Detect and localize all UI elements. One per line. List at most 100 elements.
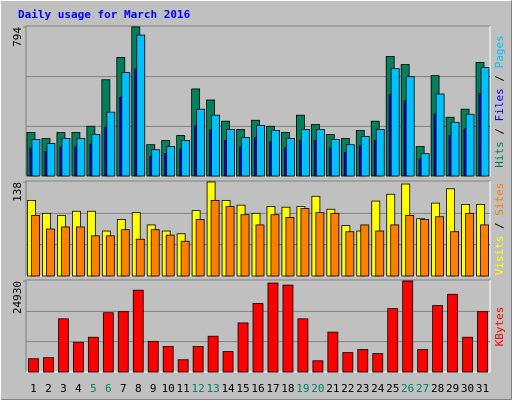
bar	[450, 121, 460, 177]
legend-separator: /	[493, 121, 506, 141]
bar	[28, 358, 39, 373]
bar	[435, 216, 445, 277]
bar	[270, 214, 280, 277]
bar	[387, 308, 399, 373]
bar	[315, 212, 325, 277]
bar	[61, 226, 70, 277]
bar	[46, 143, 56, 177]
bar	[147, 340, 159, 373]
x-tick-label: 19	[296, 382, 309, 395]
bar	[241, 137, 250, 177]
bar	[46, 228, 55, 277]
bar	[177, 359, 189, 373]
bar	[58, 318, 69, 373]
legend-entry: Hits	[493, 141, 506, 168]
legend-entry: KBytes	[493, 307, 506, 347]
x-tick-label: 20	[311, 382, 324, 395]
bar	[61, 138, 71, 177]
bar	[285, 217, 295, 277]
bar	[136, 34, 146, 177]
bar	[150, 229, 160, 277]
bar	[360, 224, 370, 277]
legend-entry: Visits	[493, 236, 506, 276]
x-tick-label: 17	[266, 382, 279, 395]
bar	[181, 140, 191, 177]
bar	[256, 124, 265, 177]
bar	[375, 129, 385, 177]
bar	[420, 153, 430, 177]
x-tick-label: 21	[326, 382, 339, 395]
bar	[465, 212, 474, 277]
bar	[162, 346, 174, 373]
x-tick-label: 1	[30, 382, 37, 395]
bar	[327, 331, 339, 373]
x-tick-label: 22	[341, 382, 354, 395]
bar	[90, 235, 100, 277]
bar	[357, 349, 369, 373]
bar	[91, 134, 101, 177]
bar	[480, 224, 489, 277]
bar	[192, 346, 204, 373]
x-tick-label: 13	[206, 382, 219, 395]
bar	[207, 335, 219, 373]
bar	[417, 349, 429, 373]
x-tick-label: 26	[401, 382, 414, 395]
x-tick-label: 27	[416, 382, 429, 395]
bar	[300, 208, 310, 277]
x-tick-label: 2	[45, 382, 52, 395]
bar	[330, 212, 340, 277]
bar	[435, 93, 445, 177]
x-tick-label: 23	[356, 382, 369, 395]
bar	[180, 240, 190, 277]
x-tick-label: 31	[476, 382, 489, 395]
bar	[87, 336, 99, 373]
legend-entry: Files	[493, 88, 506, 121]
bar	[43, 357, 54, 373]
bar	[196, 108, 206, 177]
bar	[465, 113, 475, 177]
chart-title: Daily usage for March 2016	[18, 8, 191, 21]
bar	[210, 199, 220, 277]
bar	[405, 76, 415, 177]
bar	[132, 289, 144, 373]
x-tick-label: 15	[236, 382, 249, 395]
bar	[226, 129, 235, 177]
legend-entry: Sites	[493, 183, 506, 216]
bar	[477, 311, 488, 373]
bar	[106, 111, 116, 177]
x-tick-label: 14	[221, 382, 235, 395]
bar	[286, 138, 295, 177]
bar	[271, 129, 280, 177]
x-tick-label: 11	[177, 382, 190, 395]
bar	[450, 231, 459, 277]
legend-separator: /	[493, 68, 506, 88]
bar	[405, 214, 415, 277]
bar	[120, 229, 130, 277]
bar	[447, 293, 458, 373]
bar	[135, 238, 145, 277]
bar	[105, 235, 115, 277]
bar	[297, 318, 309, 373]
legend: KBytes	[493, 307, 506, 347]
bar	[255, 224, 265, 277]
legend: Visits / Sites	[493, 183, 506, 276]
bar	[165, 234, 175, 277]
bar	[375, 230, 385, 277]
bar	[31, 214, 40, 277]
bar	[330, 139, 340, 177]
x-tick-label: 3	[60, 382, 67, 395]
bar	[121, 72, 131, 177]
x-tick-label: 30	[461, 382, 474, 395]
bar	[360, 136, 370, 177]
y-tick-label: 24930	[11, 281, 24, 314]
x-tick-label: 18	[281, 382, 294, 395]
x-tick-label: 25	[386, 382, 399, 395]
bar	[117, 311, 129, 373]
bar	[301, 129, 310, 177]
bar	[76, 138, 86, 177]
bar	[211, 114, 220, 177]
bar	[75, 226, 85, 277]
x-tick-label: 9	[150, 382, 157, 395]
